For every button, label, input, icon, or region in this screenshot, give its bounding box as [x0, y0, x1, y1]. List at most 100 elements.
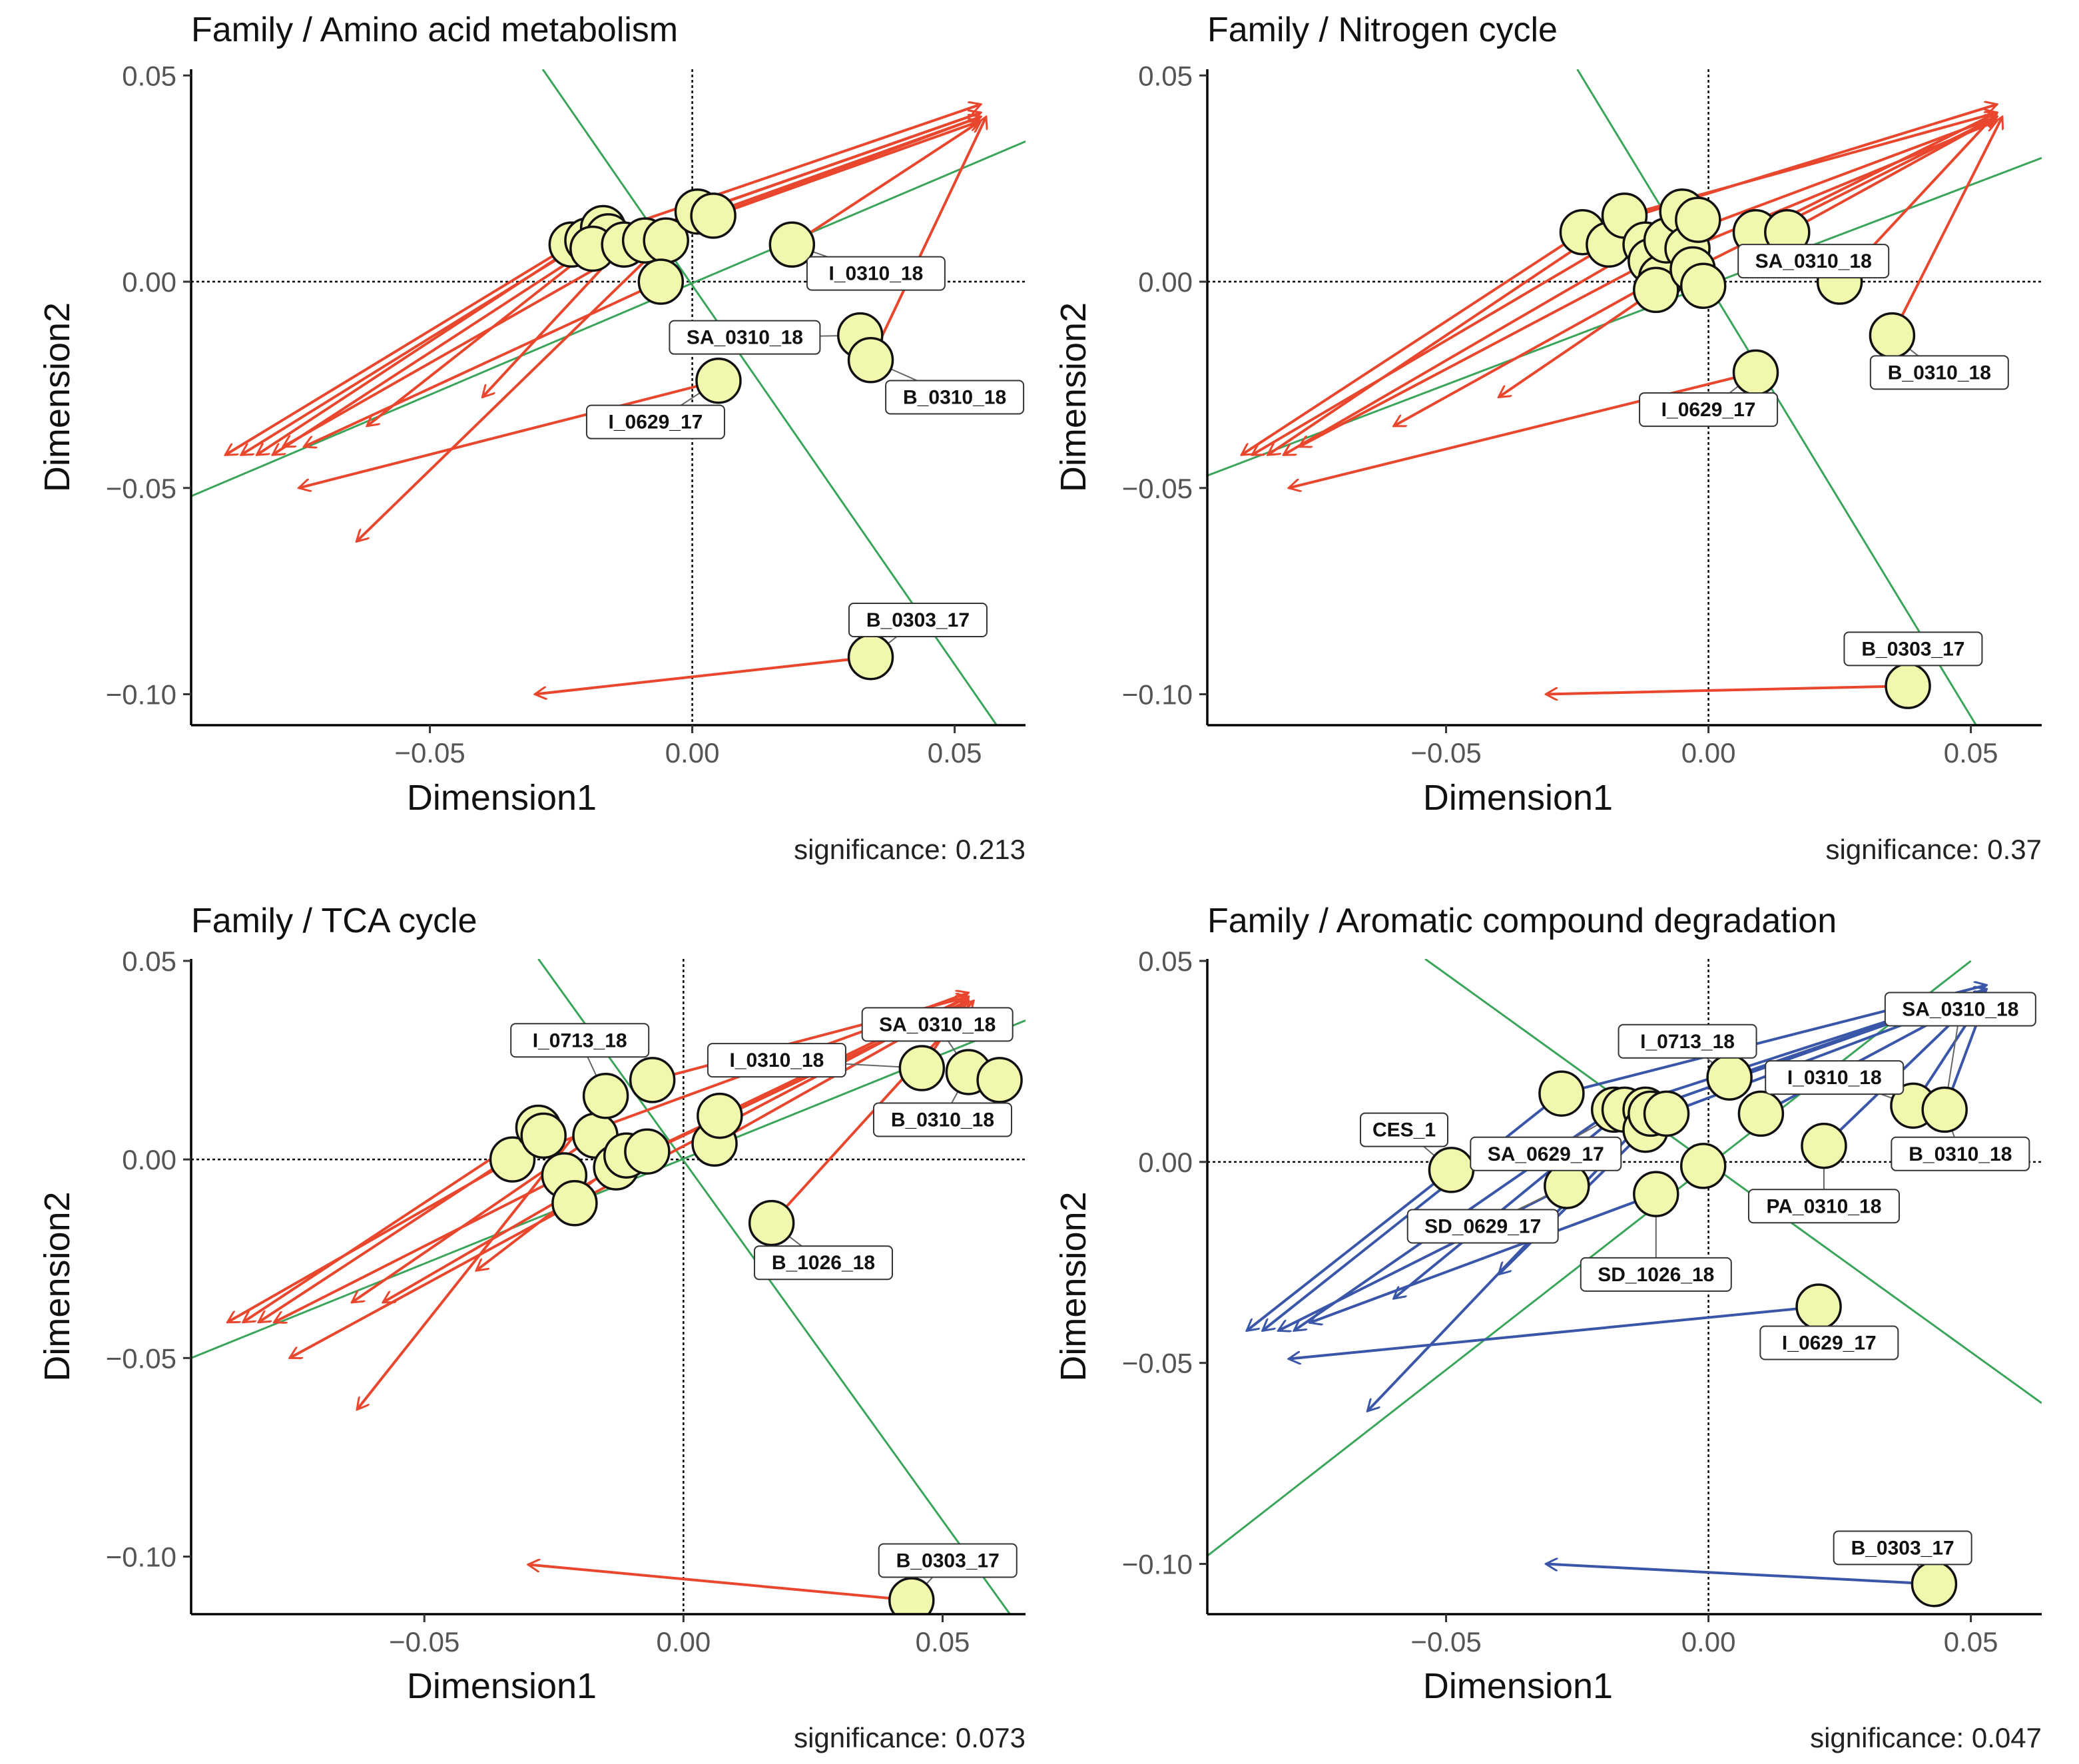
sample-label-text: B_0303_17: [1861, 638, 1964, 660]
y-tick-label: −0.10: [1122, 1549, 1193, 1580]
procrustes-arrow: [1891, 117, 2002, 336]
sample-point: [697, 1092, 743, 1139]
sample-label-box: [1833, 1530, 1972, 1566]
procrustes-arrow: [1283, 243, 1647, 456]
sample-label-text: B_0310_18: [1888, 362, 1991, 384]
sample-point: [1732, 349, 1779, 396]
procrustes-arrow: [274, 1174, 565, 1323]
sample-label: SD_1026_18: [1580, 1257, 1732, 1292]
sample-label-text: SA_0629_17: [1488, 1143, 1604, 1165]
sample-label: SA_0310_18: [1884, 992, 2036, 1027]
y-tick-label: 0.00: [1138, 266, 1193, 298]
sample-label-text: B_0303_17: [896, 1550, 1000, 1572]
sample-label-text: I_0713_18: [1640, 1031, 1735, 1053]
sample-label: I_0629_17: [1639, 392, 1779, 428]
sample-label-text: SD_0629_17: [1424, 1215, 1541, 1237]
sample-point: [1633, 1171, 1679, 1217]
sample-point: [637, 258, 685, 305]
sample-point: [847, 634, 894, 681]
x-tick-label: −0.05: [1410, 1626, 1481, 1657]
fit-line: [191, 1020, 1026, 1359]
sample-label: I_0713_18: [510, 1023, 650, 1058]
sample-point: [1706, 1054, 1753, 1101]
procrustes-arrow: [1546, 1564, 1934, 1586]
sample-point: [551, 1180, 598, 1227]
sample-label-text: B_0310_18: [891, 1109, 994, 1131]
sample-label: PA_0310_18: [1747, 1189, 1900, 1224]
x-tick-label: 0.00: [656, 1626, 711, 1657]
sample-label-box: [1618, 1024, 1757, 1059]
procrustes-arrow: [304, 280, 662, 447]
sample-point: [624, 1128, 671, 1175]
procrustes-arrow: [528, 1564, 912, 1602]
sample-point: [1795, 1283, 1842, 1330]
sample-point: [1633, 266, 1679, 314]
sample-label: SD_0629_17: [1406, 1209, 1559, 1244]
procrustes-arrow: [272, 235, 609, 455]
sample-label-text: PA_0310_18: [1766, 1195, 1881, 1217]
chart-title: Family / Aromatic compound degradation: [1207, 902, 1837, 940]
sample-label-text: SA_0310_18: [879, 1014, 996, 1035]
y-axis-title: Dimension2: [37, 302, 77, 492]
chart-title: Family / Amino acid metabolism: [191, 11, 678, 49]
sample-label-text: I_0629_17: [1661, 399, 1756, 421]
chart-title: Family / TCA cycle: [191, 902, 477, 940]
chart-title: Family / Nitrogen cycle: [1207, 11, 1558, 49]
sample-label-text: I_0310_18: [1787, 1067, 1882, 1089]
y-tick-label: 0.00: [122, 266, 176, 298]
sample-label: B_0310_18: [885, 380, 1025, 415]
sample-label: B_0310_18: [872, 1102, 1012, 1137]
panel-tca-cycle: Family / TCA cycle I_0713_18 I_0310_18 SA_0…: [37, 902, 1026, 1753]
sample-label: CES_1: [1360, 1112, 1449, 1147]
sample-point: [1921, 1086, 1968, 1133]
plot-area: [1207, 959, 2042, 1614]
significance-caption: significance: 0.213: [794, 834, 1026, 865]
procrustes-arrow: [356, 239, 667, 541]
x-tick-label: −0.05: [394, 737, 465, 768]
y-tick-label: 0.00: [122, 1144, 176, 1175]
fit-line: [191, 141, 1026, 497]
procrustes-arrow: [1289, 371, 1756, 487]
sample-label: B_0303_17: [878, 1543, 1018, 1578]
sample-point: [1885, 663, 1931, 709]
sample-point: [582, 1072, 629, 1119]
plot-area: [191, 959, 1026, 1614]
sample-label-box: [806, 256, 946, 291]
sample-label-box: [1580, 1257, 1732, 1292]
sample-label-box: [1747, 1189, 1900, 1224]
sample-label-text: SD_1026_18: [1598, 1264, 1714, 1286]
procrustes-arrow: [283, 239, 646, 448]
x-tick-label: 0.05: [916, 1626, 970, 1657]
x-tick-label: −0.05: [389, 1626, 459, 1657]
x-tick-label: 0.00: [1681, 1626, 1736, 1657]
sample-point: [976, 1057, 1023, 1103]
x-tick-label: 0.05: [928, 737, 982, 768]
procrustes-arrow: [257, 226, 604, 455]
y-tick-label: 0.05: [122, 60, 176, 91]
sample-label-box: [707, 1043, 846, 1078]
plot-area: [1207, 69, 2042, 725]
sample-point: [898, 1045, 946, 1091]
sample-label-text: I_0629_17: [1782, 1332, 1877, 1354]
y-axis-title: Dimension2: [1053, 1191, 1093, 1381]
procrustes-arrow: [357, 1095, 607, 1410]
procrustes-arrow: [1582, 105, 1997, 234]
sample-label-box: [585, 404, 725, 440]
procrustes-arrow: [1252, 243, 1610, 456]
procrustes-arrow: [1247, 1169, 1452, 1330]
procrustes-arrow: [1546, 685, 1909, 694]
sample-label-text: CES_1: [1372, 1119, 1436, 1141]
sample-label: I_0310_18: [806, 256, 946, 291]
sample-point: [1679, 262, 1727, 309]
sample-point: [1675, 196, 1721, 243]
sample-label-text: I_0310_18: [730, 1049, 824, 1071]
y-tick-label: 0.05: [122, 946, 176, 977]
sample-point: [690, 192, 737, 239]
y-tick-label: −0.10: [106, 679, 176, 711]
sample-point: [695, 357, 742, 404]
x-axis-title: Dimension1: [407, 778, 597, 818]
sample-label-box: [1869, 355, 2009, 390]
sample-label-box: [885, 380, 1025, 415]
sample-label-text: B_0303_17: [1851, 1537, 1954, 1559]
y-tick-label: −0.05: [106, 1342, 176, 1374]
